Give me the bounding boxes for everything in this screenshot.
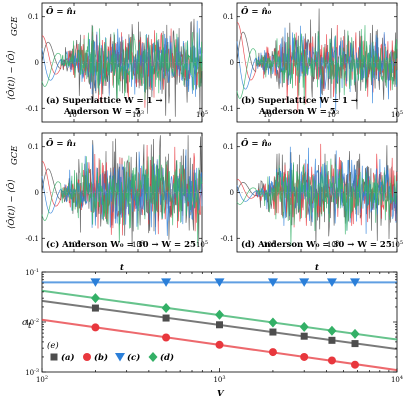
svg-text:GCE: GCE — [10, 16, 20, 36]
y-tick-label: 0.1 — [28, 13, 39, 21]
y-tick-label: -0.1 — [26, 105, 40, 113]
data-point-square — [91, 304, 99, 312]
x-tick-label: 101 — [68, 110, 80, 119]
legend-label: (a) — [61, 352, 75, 363]
y-tick-label-e: 10-3 — [25, 368, 39, 377]
data-point-diamond — [299, 321, 309, 332]
y-tick-label: 0.1 — [223, 13, 234, 21]
y-tick-label: -0.1 — [221, 105, 235, 113]
data-point-diamond — [215, 309, 224, 320]
data-point-circle — [215, 340, 224, 349]
legend-marker-square — [50, 353, 58, 361]
legend-label: (c) — [127, 352, 140, 363]
data-point-square — [328, 336, 336, 344]
x-tick-label: 105 — [196, 110, 208, 119]
panel-sublabel-b: Anderson W = 5 — [258, 107, 336, 117]
y-tick-label: 0 — [35, 59, 39, 67]
y-tick-label: 0 — [35, 189, 39, 197]
data-point-triangle-down — [161, 278, 172, 287]
data-point-circle — [268, 348, 277, 357]
legend: (a) (b) (c) (d) — [50, 352, 174, 363]
y-axis-label-top: ⟨Ô(t)⟩ − ⟨Ô⟩ GCE — [5, 16, 20, 100]
y-axis-label-mid: ⟨Ô(t)⟩ − ⟨Ô⟩ GCE — [5, 145, 20, 229]
series-line-d-2 — [236, 146, 398, 234]
y-tick-label: 0 — [230, 59, 234, 67]
data-point-diamond — [327, 325, 337, 336]
x-tick-label-e: 102 — [36, 375, 48, 384]
x-tick-label: 105 — [391, 240, 403, 249]
x-tick-label: 103 — [132, 240, 144, 249]
panel-label-c: (c) Anderson W₀ = 30 → W = 25 — [46, 239, 196, 250]
x-tick-label: 101 — [263, 240, 275, 249]
y-tick-label: -0.1 — [221, 235, 235, 243]
data-point-diamond — [161, 303, 171, 314]
y-tick-label-e: 10-1 — [25, 268, 39, 277]
data-point-square — [162, 314, 170, 322]
y-tick-label: 0.1 — [28, 143, 39, 151]
x-tick-label: 105 — [391, 110, 403, 119]
y-tick-label-e: 10-2 — [25, 318, 39, 327]
y-axis-label-bottom: σ t — [22, 318, 32, 331]
x-axis-label-d: t — [315, 263, 319, 273]
data-point-square — [216, 321, 223, 329]
data-point-circle — [300, 352, 309, 361]
y-tick-label: 0 — [230, 189, 234, 197]
legend-marker-circle — [83, 353, 91, 361]
panel-sublabel-a: Anderson W = 5 — [63, 107, 141, 117]
legend-marker-diamond — [148, 352, 158, 362]
data-point-square — [351, 340, 359, 348]
svg-text:⟨Ô(t)⟩ − ⟨Ô⟩: ⟨Ô(t)⟩ − ⟨Ô⟩ — [5, 50, 17, 100]
svg-text:⟨Ô(t)⟩ − ⟨Ô⟩: ⟨Ô(t)⟩ − ⟨Ô⟩ — [5, 179, 17, 229]
series-line-b-3 — [236, 25, 398, 105]
svg-text:GCE: GCE — [10, 145, 20, 165]
x-tick-label: 101 — [263, 110, 275, 119]
x-axis-label-c: t — [120, 263, 124, 273]
data-point-triangle-down — [214, 278, 225, 287]
x-tick-label: 105 — [196, 240, 208, 249]
panel-a — [41, 2, 203, 123]
data-point-triangle-down — [326, 278, 337, 287]
panel-c — [41, 132, 203, 253]
data-point-triangle-down — [90, 278, 101, 287]
panel-label-a: (a) Superlattice W = 1 → — [46, 95, 163, 106]
panel-label-b: (b) Superlattice W = 1 → — [241, 95, 358, 106]
legend-marker-triangle-down — [115, 353, 125, 362]
observable-label-c: Ô = n̂₁ — [46, 137, 76, 149]
series-line-a-3 — [41, 25, 203, 101]
data-point-circle — [91, 323, 100, 332]
x-axis-label-bottom: V — [217, 389, 225, 399]
legend-label: (d) — [160, 352, 174, 363]
data-point-circle — [351, 360, 360, 369]
x-tick-label: 103 — [327, 240, 339, 249]
data-point-diamond — [350, 328, 360, 339]
data-point-circle — [327, 356, 336, 365]
panel-d — [236, 132, 398, 253]
data-point-diamond — [268, 317, 278, 328]
data-point-square — [269, 328, 277, 336]
data-point-square — [300, 332, 308, 340]
x-tick-label: 101 — [68, 240, 80, 249]
data-point-triangle-down — [350, 278, 361, 287]
x-tick-label-e: 104 — [391, 375, 403, 384]
data-point-circle — [162, 333, 171, 342]
series-line-c-3 — [41, 155, 203, 246]
x-tick-label: 103 — [132, 110, 144, 119]
y-tick-label: 0.1 — [223, 143, 234, 151]
panel-label-d: (d) Anderson W₀ = 30 → W = 25 — [241, 239, 392, 250]
legend-label: (b) — [94, 352, 108, 363]
x-tick-label: 103 — [327, 110, 339, 119]
data-point-triangle-down — [299, 278, 310, 287]
svg-text:σ: σ — [22, 318, 28, 328]
data-point-diamond — [90, 293, 100, 304]
observable-label-b: Ô = n̂₀ — [241, 5, 272, 17]
svg-text:t: t — [28, 321, 32, 331]
y-tick-label: -0.1 — [26, 235, 40, 243]
x-tick-label-e: 103 — [213, 375, 225, 384]
data-point-triangle-down — [267, 278, 278, 287]
observable-label-a: Ô = n̂₁ — [46, 5, 76, 17]
observable-label-d: Ô = n̂₀ — [241, 137, 272, 149]
panel-tag-e: (e) — [47, 340, 59, 351]
